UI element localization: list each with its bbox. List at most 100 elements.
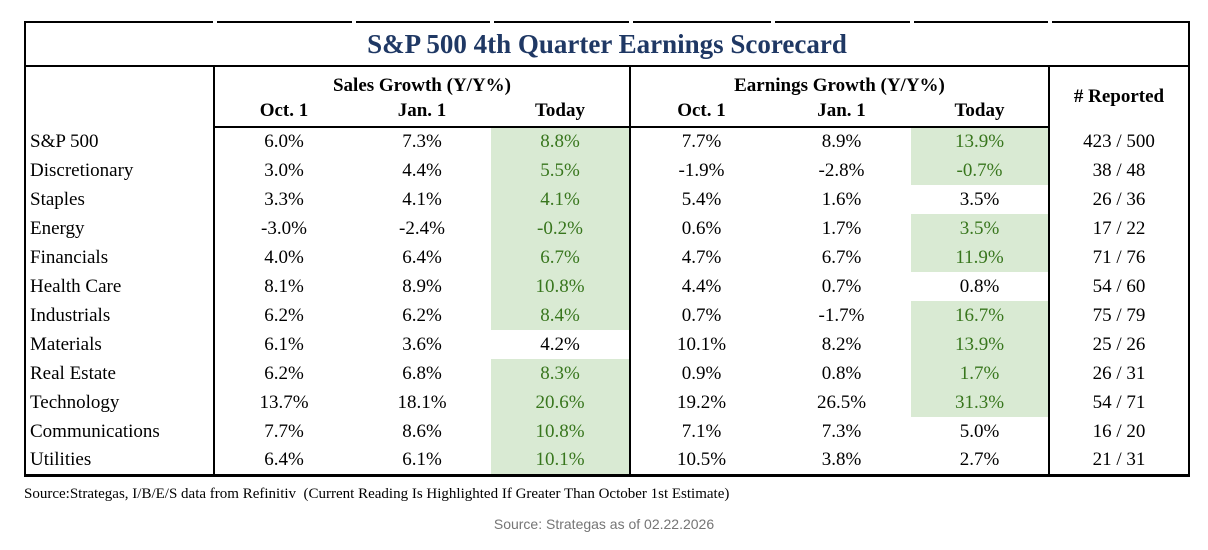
cell-earnings-oct1: -1.9%: [678, 159, 725, 181]
row-label: Utilities: [25, 446, 215, 475]
cell-reported: 21 / 31: [1092, 448, 1146, 470]
cell-reported: 26 / 31: [1092, 362, 1146, 384]
row-label: Real Estate: [25, 359, 215, 388]
footnote: Source:Strategas, I/B/E/S data from Refi…: [24, 486, 730, 502]
cell-sales-today: 10.1%: [491, 446, 631, 475]
cell-sales-jan1: 6.1%: [402, 448, 442, 470]
cell-earnings-oct1: 0.7%: [681, 304, 722, 326]
cell-earnings-jan1: -1.7%: [818, 304, 865, 326]
cell-sales-jan1: 6.2%: [402, 304, 442, 326]
top-border-gap: [490, 21, 494, 23]
earnings-col-oct1-header: Oct. 1: [630, 100, 772, 128]
cell-earnings-jan1: 1.6%: [821, 188, 862, 210]
cell-earnings-today: 31.3%: [911, 388, 1050, 417]
cell-reported: 16 / 20: [1092, 420, 1146, 442]
cell-sales-today: 20.6%: [491, 388, 631, 417]
cell-sales-oct1: 4.0%: [264, 246, 304, 268]
cell-earnings-oct1: 5.4%: [681, 188, 722, 210]
cell-sales-jan1: 7.3%: [402, 131, 442, 152]
row-label: Industrials: [25, 301, 215, 330]
cell-sales-today: 6.7%: [491, 243, 631, 272]
cell-earnings-jan1: 0.7%: [821, 275, 862, 297]
cell-sales-today: 4.2%: [491, 330, 631, 359]
cell-sales-today: 10.8%: [491, 272, 631, 301]
caption: Source: Strategas as of 02.22.2026: [493, 516, 715, 532]
cell-earnings-jan1: 0.8%: [821, 362, 862, 384]
sub-header-row: Oct. 1 Jan. 1 Today Oct. 1 Jan. 1 Today: [25, 100, 1189, 128]
cell-reported: 17 / 22: [1092, 217, 1146, 239]
cell-sales-oct1: 8.1%: [264, 275, 304, 297]
cell-sales-oct1: 3.3%: [264, 188, 304, 210]
cell-reported: 54 / 60: [1092, 275, 1146, 297]
cell-earnings-today: 13.9%: [911, 330, 1050, 359]
top-border-gap: [352, 21, 356, 23]
cell-earnings-oct1: 0.9%: [681, 362, 722, 384]
sales-group-header: Sales Growth (Y/Y%): [214, 66, 631, 100]
cell-earnings-jan1: -2.8%: [818, 159, 865, 181]
sales-col-jan1-header: Jan. 1: [353, 100, 491, 128]
cell-earnings-oct1: 10.1%: [676, 333, 727, 355]
cell-reported: 38 / 48: [1092, 159, 1146, 181]
cell-sales-today: 4.1%: [491, 185, 631, 214]
row-label: Energy: [25, 214, 215, 243]
corner-cell: [25, 66, 215, 127]
cell-sales-today: 8.8%: [491, 127, 631, 156]
row-label: Technology: [25, 388, 215, 417]
cell-sales-jan1: 4.1%: [402, 188, 442, 210]
cell-earnings-today: 16.7%: [911, 301, 1050, 330]
cell-sales-today: 8.3%: [491, 359, 631, 388]
title-row: S&P 500 4th Quarter Earnings Scorecard: [25, 22, 1189, 67]
top-border-gap: [771, 21, 775, 23]
earnings-group-header: Earnings Growth (Y/Y%): [630, 66, 1050, 100]
table-row: Discretionary 3.0% 4.4% 5.5% -1.9% -2.8% -0.7%…: [25, 156, 1189, 185]
cell-sales-oct1: 6.2%: [264, 304, 304, 326]
cell-sales-oct1: 6.1%: [264, 333, 304, 355]
table-row: Technology 13.7% 18.1% 20.6% 19.2% 26.5% 31.3%…: [25, 388, 1189, 417]
top-border-gap: [910, 21, 914, 23]
cell-earnings-today: 3.5%: [911, 185, 1050, 214]
table-row: Industrials 6.2% 6.2% 8.4% 0.7% -1.7% 16.7% 75 …: [25, 301, 1189, 330]
cell-earnings-jan1: 3.8%: [821, 448, 862, 470]
table-row: Real Estate 6.2% 6.8% 8.3% 0.9% 0.8% 1.7% 26 / …: [25, 359, 1189, 388]
cell-sales-jan1: 4.4%: [402, 159, 442, 181]
cell-reported: 25 / 26: [1092, 333, 1146, 355]
row-label: Communications: [25, 417, 215, 446]
cell-sales-today: 8.4%: [491, 301, 631, 330]
row-label: Discretionary: [25, 156, 215, 185]
top-border-gap: [1048, 21, 1052, 23]
cell-sales-oct1: 6.0%: [264, 131, 304, 152]
cell-earnings-oct1: 4.4%: [681, 275, 722, 297]
cell-earnings-oct1: 19.2%: [676, 391, 727, 413]
top-border-gap: [629, 21, 633, 23]
cell-earnings-today: 1.7%: [911, 359, 1050, 388]
top-border-gap: [213, 21, 217, 23]
cell-earnings-today: 11.9%: [911, 243, 1050, 272]
cell-reported: 26 / 36: [1092, 188, 1146, 210]
table-row: Materials 6.1% 3.6% 4.2% 10.1% 8.2% 13.9% 25 / …: [25, 330, 1189, 359]
cell-sales-jan1: 6.4%: [402, 246, 442, 268]
row-label: Materials: [25, 330, 215, 359]
table-title: S&P 500 4th Quarter Earnings Scorecard: [25, 22, 1189, 67]
table-row: Staples 3.3% 4.1% 4.1% 5.4% 1.6% 3.5% 26 / 36: [25, 185, 1189, 214]
cell-earnings-today: -0.7%: [911, 156, 1050, 185]
cell-sales-jan1: 3.6%: [402, 333, 442, 355]
cell-sales-today: 5.5%: [491, 156, 631, 185]
cell-sales-oct1: -3.0%: [261, 217, 307, 239]
row-label: S&P 500: [25, 127, 215, 156]
row-label: Health Care: [25, 272, 215, 301]
cell-reported: 71 / 76: [1092, 246, 1146, 268]
sales-col-oct1-header: Oct. 1: [214, 100, 353, 128]
cell-earnings-jan1: 8.2%: [821, 333, 862, 355]
cell-earnings-jan1: 26.5%: [816, 391, 867, 413]
cell-earnings-today: 0.8%: [911, 272, 1050, 301]
scorecard-body: S&P 500 6.0% 7.3% 8.8% 7.7% 8.9% 13.9% 423 / 50…: [25, 127, 1189, 475]
cell-sales-jan1: -2.4%: [399, 217, 445, 239]
cell-earnings-today: 3.5%: [911, 214, 1050, 243]
sales-col-today-header: Today: [491, 100, 631, 128]
cell-earnings-jan1: 7.3%: [821, 420, 862, 442]
cell-earnings-oct1: 0.6%: [681, 217, 722, 239]
cell-earnings-oct1: 10.5%: [676, 448, 727, 470]
reported-header: # Reported: [1073, 86, 1165, 107]
cell-earnings-jan1: 6.7%: [821, 246, 862, 268]
